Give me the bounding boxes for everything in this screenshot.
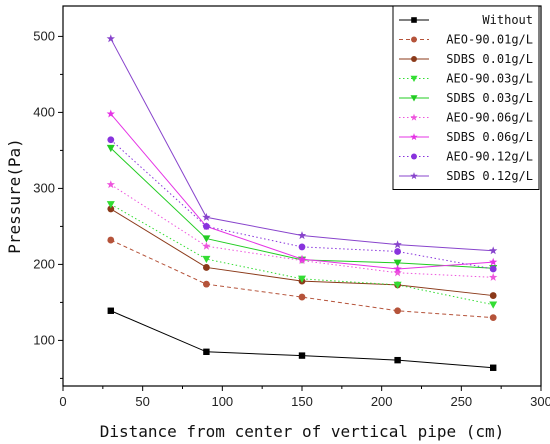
data-point: [298, 352, 306, 359]
data-point: [410, 133, 418, 141]
legend-item: SDBS 0.01g/L: [399, 52, 533, 66]
legend-item: AEO-90.12g/L: [399, 150, 533, 164]
data-point: [411, 56, 417, 62]
data-point: [393, 259, 402, 267]
y-axis-title: Pressure(Pa): [5, 138, 24, 254]
data-point: [489, 257, 498, 266]
data-point: [298, 275, 306, 283]
legend-label: AEO-90.01g/L: [446, 33, 533, 47]
data-point: [489, 265, 497, 273]
series-9: [106, 34, 498, 255]
data-point: [203, 264, 210, 271]
legend-label: SDBS 0.06g/L: [446, 130, 533, 144]
data-point: [394, 356, 401, 364]
data-point: [490, 364, 497, 371]
data-point: [489, 314, 497, 321]
data-point: [107, 307, 114, 314]
series-1: [107, 307, 497, 371]
data-point: [410, 172, 418, 180]
x-tick-label: 250: [450, 394, 472, 409]
legend: Without AEO-90.01g/L SDBS 0.01g/L AEO-90.03…: [392, 5, 540, 190]
data-point: [298, 243, 306, 251]
data-point: [489, 272, 498, 281]
legend-item: SDBS 0.06g/L: [399, 130, 533, 144]
data-point: [489, 246, 498, 255]
x-tick-label: 100: [211, 394, 233, 409]
data-point: [410, 95, 418, 102]
data-point: [107, 205, 115, 213]
data-point: [107, 236, 115, 244]
x-tick-label: 0: [59, 394, 66, 409]
data-point: [297, 254, 307, 263]
data-point: [202, 235, 211, 243]
y-tick-label: 200: [33, 256, 55, 271]
data-point: [107, 136, 115, 144]
data-point: [202, 255, 211, 264]
x-tick-label: 150: [291, 394, 313, 409]
legend-label: AEO-90.12g/L: [446, 150, 533, 164]
data-point: [394, 248, 401, 255]
data-point: [410, 113, 418, 121]
data-point: [393, 264, 402, 273]
legend-label: Without: [482, 13, 533, 27]
series-line: [110, 239, 494, 319]
data-point: [106, 34, 115, 43]
legend-label: SDBS 0.01g/L: [446, 52, 533, 66]
data-point: [203, 280, 210, 288]
y-tick-label: 400: [33, 104, 55, 119]
x-tick-label: 200: [371, 394, 393, 409]
y-tick-label: 100: [33, 332, 55, 347]
series-4: [106, 201, 498, 309]
data-point: [106, 109, 115, 118]
x-axis-title: Distance from center of vertical pipe (c…: [100, 422, 505, 441]
data-point: [410, 75, 418, 82]
legend-label: SDBS 0.03g/L: [446, 91, 533, 105]
data-point: [203, 348, 210, 355]
data-point: [393, 240, 402, 249]
series-layer: [106, 34, 498, 371]
data-point: [106, 201, 115, 209]
series-line: [110, 203, 494, 306]
data-point: [202, 241, 211, 250]
y-tick-label: 300: [33, 180, 55, 195]
legend-item: SDBS 0.03g/L: [399, 91, 533, 105]
x-tick-label: 300: [530, 394, 550, 409]
legend-item: SDBS 0.12g/L: [399, 169, 533, 183]
data-point: [489, 292, 497, 299]
axes: 0 50 100 150 200 250 300 100 200 300 400 500: [33, 5, 550, 409]
y-tick-label: 500: [33, 28, 55, 43]
legend-item: AEO-90.03g/L: [399, 72, 533, 86]
data-point: [298, 293, 306, 301]
data-point: [106, 144, 115, 153]
series-2: [107, 236, 497, 321]
x-tick-label: 50: [135, 394, 149, 409]
series-8: [107, 136, 497, 273]
legend-label: AEO-90.06g/L: [446, 111, 533, 125]
legend-item: AEO-90.01g/L: [399, 33, 533, 47]
data-point: [203, 223, 210, 230]
data-point: [394, 307, 401, 315]
data-point: [411, 36, 417, 43]
data-point: [393, 281, 402, 289]
data-point: [202, 212, 211, 221]
legend-item: Without: [399, 13, 533, 27]
series-line: [110, 310, 494, 369]
data-point: [489, 301, 498, 309]
legend-label: AEO-90.03g/L: [446, 72, 533, 86]
data-point: [393, 268, 402, 277]
data-point: [106, 180, 115, 189]
data-point: [297, 231, 307, 240]
legend-label: SDBS 0.12g/L: [446, 169, 533, 183]
legend-item: AEO-90.06g/L: [399, 111, 533, 125]
data-point: [411, 153, 417, 160]
data-point: [411, 17, 417, 23]
